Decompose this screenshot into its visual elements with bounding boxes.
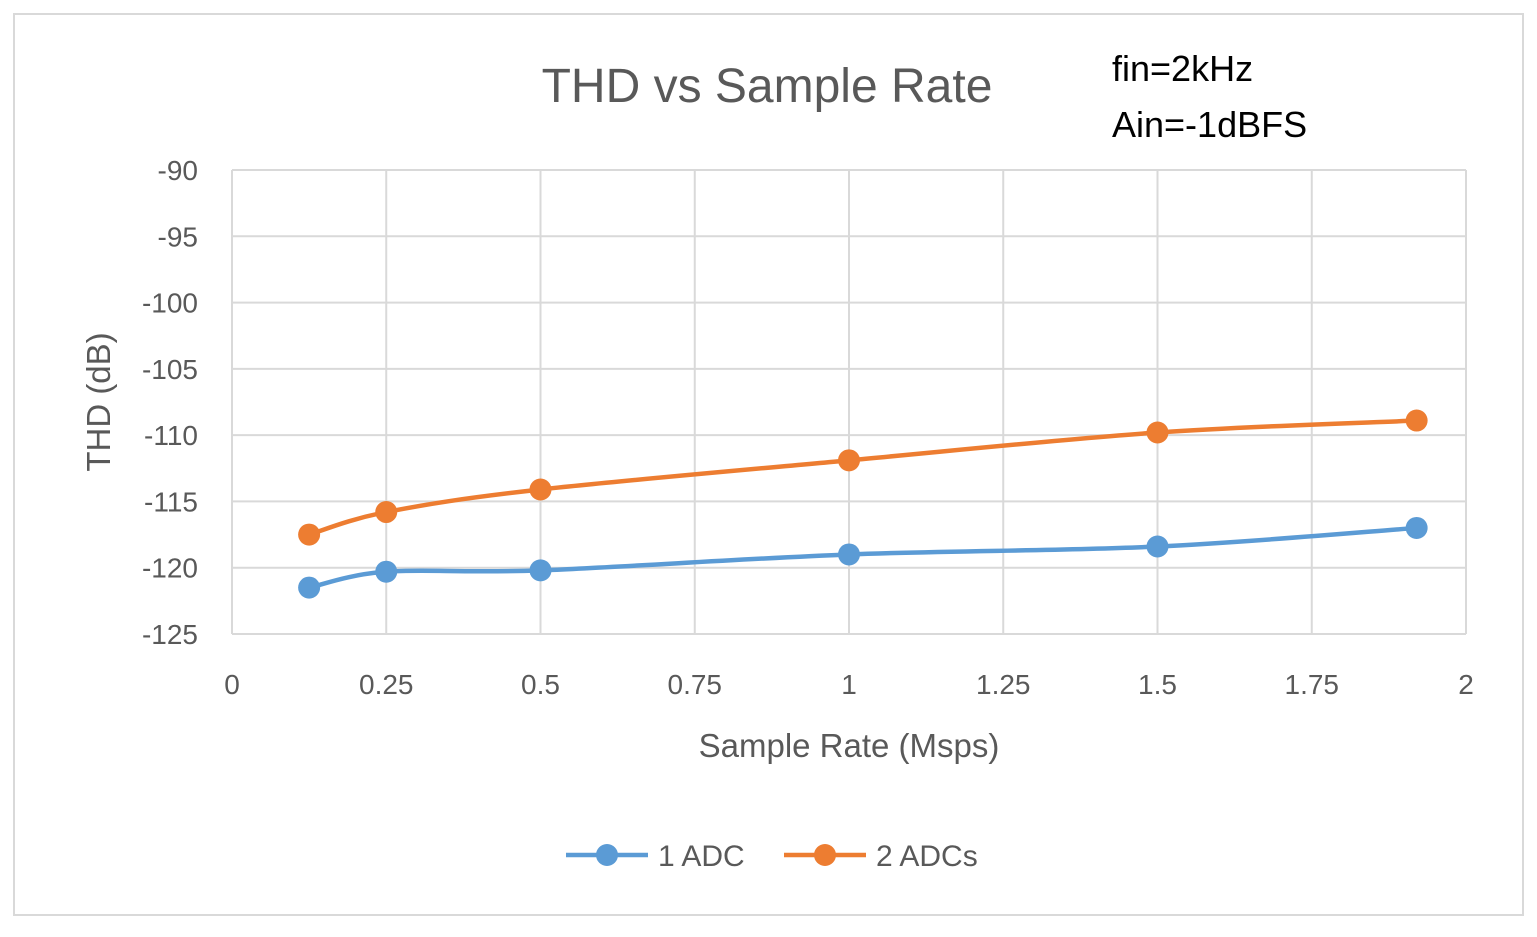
data-point <box>298 576 321 599</box>
chart-border <box>13 13 1524 916</box>
x-tick-label: 0.25 <box>359 669 414 700</box>
data-point <box>375 560 398 583</box>
data-point <box>1405 516 1428 539</box>
annotation-fin: fin=2kHz <box>1112 48 1253 89</box>
x-tick-label: 1.75 <box>1285 669 1340 700</box>
data-point <box>529 478 552 501</box>
x-tick-label: 1 <box>841 669 857 700</box>
y-tick-label: -90 <box>158 155 198 186</box>
y-tick-label: -115 <box>144 486 198 517</box>
legend-label: 1 ADC <box>658 840 745 873</box>
data-point <box>1405 409 1428 432</box>
y-tick-label: -100 <box>142 288 198 319</box>
series-group <box>298 409 1428 599</box>
x-tick-label: 0 <box>224 669 240 700</box>
series-line-1 <box>306 525 1419 590</box>
data-point <box>1146 535 1169 558</box>
y-tick-label: -110 <box>144 420 198 451</box>
x-tick-label: 1.5 <box>1138 669 1177 700</box>
data-point <box>375 501 398 524</box>
y-tick-label: -120 <box>142 553 198 584</box>
legend-label: 2 ADCs <box>876 840 978 873</box>
x-tick-label: 1.25 <box>976 669 1031 700</box>
legend-marker <box>596 844 618 866</box>
x-tick-label: 0.5 <box>521 669 560 700</box>
data-point <box>298 523 321 546</box>
legend-marker <box>814 844 836 866</box>
y-axis-label: THD (dB) <box>80 332 117 471</box>
x-tick-label: 2 <box>1458 669 1474 700</box>
x-tick-label: 0.75 <box>668 669 723 700</box>
y-tick-label: -105 <box>142 354 198 385</box>
annotation-ain: Ain=-1dBFS <box>1112 104 1307 145</box>
y-tick-label: -125 <box>142 619 198 650</box>
data-point <box>529 559 552 582</box>
chart-title: THD vs Sample Rate <box>542 60 993 113</box>
data-point <box>1146 421 1169 444</box>
series-line-2 <box>306 418 1419 537</box>
data-point <box>838 449 860 472</box>
legend: 1 ADC 2 ADCs <box>566 840 978 873</box>
y-tick-label: -95 <box>158 221 198 252</box>
x-axis-label: Sample Rate (Msps) <box>699 727 1000 764</box>
tick-labels: 0 0.25 0.5 0.75 1 1.25 1.5 1.75 2 -90 -95 -100 -105 -… <box>142 155 1474 700</box>
gridlines <box>231 169 1467 635</box>
data-point <box>838 543 860 566</box>
